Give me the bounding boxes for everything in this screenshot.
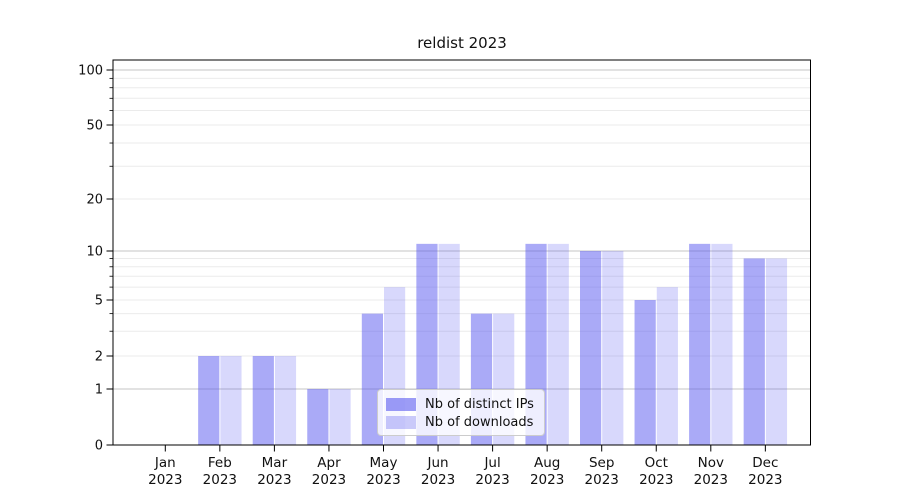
x-tick-label-year: 2023: [530, 472, 564, 488]
x-tick-label-year: 2023: [203, 472, 237, 488]
x-tick-label-month: Apr: [317, 455, 341, 471]
x-tick-label-month: Oct: [645, 455, 668, 471]
bar-ips-apr: [307, 389, 329, 445]
bar-downloads-nov: [711, 243, 733, 445]
x-tick-label-month: Dec: [752, 455, 778, 471]
bar-ips-feb: [198, 356, 220, 445]
y-tick-label: 1: [95, 383, 103, 398]
x-tick-label-month: Nov: [698, 455, 724, 471]
legend: Nb of distinct IPs Nb of downloads: [377, 389, 545, 436]
y-tick-label: 50: [86, 119, 103, 134]
bar-ips-dec: [743, 258, 765, 445]
legend-item-downloads: Nb of downloads: [386, 414, 536, 430]
y-tick-label: 5: [95, 294, 103, 309]
y-tick-label: 0: [95, 439, 103, 454]
x-tick-label-month: Sep: [589, 455, 614, 471]
bar-downloads-oct: [656, 287, 678, 445]
x-tick-label-year: 2023: [585, 472, 619, 488]
y-tick-label: 20: [86, 193, 103, 208]
x-tick-label-month: Mar: [262, 455, 288, 471]
legend-item-distinct-ips: Nb of distinct IPs: [386, 396, 536, 412]
bar-ips-sep: [580, 251, 602, 445]
x-tick-label-month: Aug: [534, 455, 560, 471]
legend-label-downloads: Nb of downloads: [425, 414, 534, 430]
bar-downloads-aug: [547, 243, 569, 445]
x-tick-label-year: 2023: [639, 472, 673, 488]
x-tick-label-year: 2023: [475, 472, 509, 488]
bar-downloads-sep: [602, 251, 624, 445]
x-tick-label-year: 2023: [366, 472, 400, 488]
y-tick-label: 10: [86, 245, 103, 260]
x-tick-label-month: Jun: [427, 455, 449, 471]
bar-ips-oct: [634, 300, 656, 445]
x-tick-label-month: Jan: [154, 455, 176, 471]
legend-swatch-distinct-ips: [386, 397, 416, 411]
bar-downloads-dec: [765, 258, 788, 445]
x-tick-label-year: 2023: [748, 472, 782, 488]
bar-downloads-feb: [220, 356, 242, 445]
chart-title: reldist 2023: [417, 34, 507, 52]
bar-downloads-apr: [329, 389, 351, 445]
x-tick-label-year: 2023: [694, 472, 728, 488]
x-tick-label-month: May: [370, 455, 398, 471]
x-tick-label-month: Jul: [483, 455, 500, 471]
x-tick-label-month: Feb: [208, 455, 232, 471]
x-tick-label-year: 2023: [421, 472, 455, 488]
bar-ips-nov: [689, 243, 711, 445]
legend-label-distinct-ips: Nb of distinct IPs: [425, 396, 534, 412]
x-tick-label-year: 2023: [257, 472, 291, 488]
bar-downloads-mar: [274, 356, 297, 445]
x-tick-label-year: 2023: [148, 472, 182, 488]
y-tick-label: 100: [78, 64, 103, 79]
x-tick-label-year: 2023: [312, 472, 346, 488]
plot-border: [112, 59, 811, 446]
bar-ips-mar: [252, 356, 274, 445]
y-tick-label: 2: [95, 350, 103, 365]
legend-swatch-downloads: [386, 415, 416, 429]
